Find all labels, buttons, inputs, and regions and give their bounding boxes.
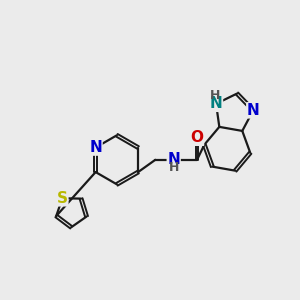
Text: S: S	[57, 191, 68, 206]
Text: N: N	[167, 152, 180, 167]
Text: N: N	[89, 140, 102, 155]
Text: N: N	[210, 96, 222, 111]
Text: O: O	[190, 130, 203, 145]
Text: N: N	[247, 103, 260, 118]
Text: H: H	[169, 161, 179, 174]
Text: H: H	[210, 89, 220, 102]
